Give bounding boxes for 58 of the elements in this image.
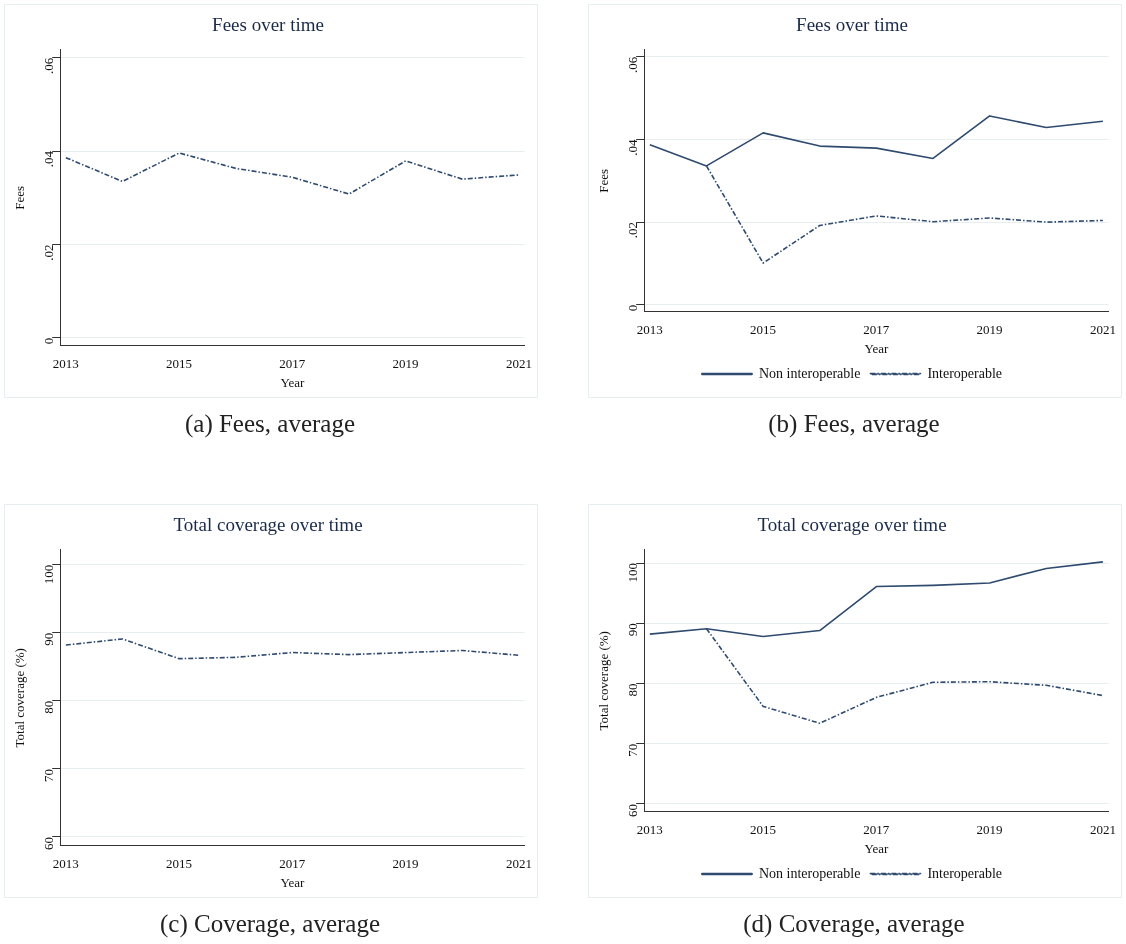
y-tick-label: .06	[40, 57, 56, 74]
text: (c) Coverage, average	[159, 910, 381, 938]
x-tick-label: 2017	[863, 322, 890, 338]
y-tick-label: 70	[40, 768, 56, 782]
x-tick-label: 2019	[392, 856, 419, 872]
y-tick-label: 100	[40, 564, 56, 585]
x-tick-label: 2019	[976, 822, 1003, 838]
legend-label: Non interoperable	[758, 365, 861, 381]
chart-title: Fees over time	[212, 14, 324, 36]
x-tick-label: 2017	[279, 356, 306, 372]
y-tick-label: .02	[624, 222, 640, 239]
y-tick-label: .04	[624, 138, 640, 156]
x-axis-title: Year	[280, 374, 306, 390]
x-tick-label: 2013	[52, 856, 79, 872]
x-tick-label: 2015	[750, 322, 777, 338]
x-axis-title: Year	[280, 874, 306, 890]
x-tick-label: 2021	[505, 856, 532, 872]
y-tick-label: 100	[624, 563, 640, 583]
x-tick-label: 2013	[636, 822, 663, 838]
legend-label: Interoperable	[927, 365, 1003, 381]
y-tick-label: .04	[40, 150, 56, 168]
x-tick-label: 2021	[1089, 822, 1116, 838]
x-axis-title: Year	[864, 840, 890, 856]
x-tick-label: 2017	[279, 856, 306, 872]
legend-label: Non interoperable	[758, 865, 861, 881]
x-tick-label: 2021	[505, 356, 532, 372]
y-tick-label: 90	[624, 623, 640, 637]
y-axis-title: Total coverage (%)	[12, 648, 28, 748]
y-tick-label: 0	[624, 304, 640, 312]
chart-title: Total coverage over time	[757, 514, 947, 536]
x-tick-label: 2017	[863, 822, 890, 838]
x-tick-label: 2015	[166, 856, 193, 872]
y-tick-label: .02	[40, 244, 56, 261]
x-tick-label: 2019	[976, 322, 1003, 338]
y-tick-label: 0	[40, 337, 56, 345]
x-tick-label: 2021	[1089, 322, 1116, 338]
chart-title: Fees over time	[796, 14, 908, 36]
y-axis-title: Total coverage (%)	[596, 631, 612, 731]
y-tick-label: .06	[624, 56, 640, 74]
y-axis-title: Fees	[12, 185, 28, 210]
text: (d) Coverage, average	[742, 910, 966, 938]
y-tick-label: 60	[40, 836, 56, 850]
y-tick-label: 70	[624, 743, 640, 757]
x-tick-label: 2015	[166, 356, 193, 372]
y-axis-title: Fees	[596, 168, 612, 193]
y-tick-label: 60	[624, 803, 640, 817]
x-axis-title: Year	[864, 340, 890, 356]
x-tick-label: 2019	[392, 356, 419, 372]
text: (a) Fees, average	[183, 410, 356, 438]
x-tick-label: 2013	[52, 356, 79, 372]
text: (b) Fees, average	[767, 410, 941, 438]
x-tick-label: 2015	[750, 822, 777, 838]
y-tick-label: 80	[40, 700, 56, 714]
y-tick-label: 90	[40, 632, 56, 646]
chart-title: Total coverage over time	[173, 514, 363, 536]
legend-label: Interoperable	[927, 865, 1003, 881]
x-tick-label: 2013	[636, 322, 663, 338]
y-tick-label: 80	[624, 683, 640, 697]
